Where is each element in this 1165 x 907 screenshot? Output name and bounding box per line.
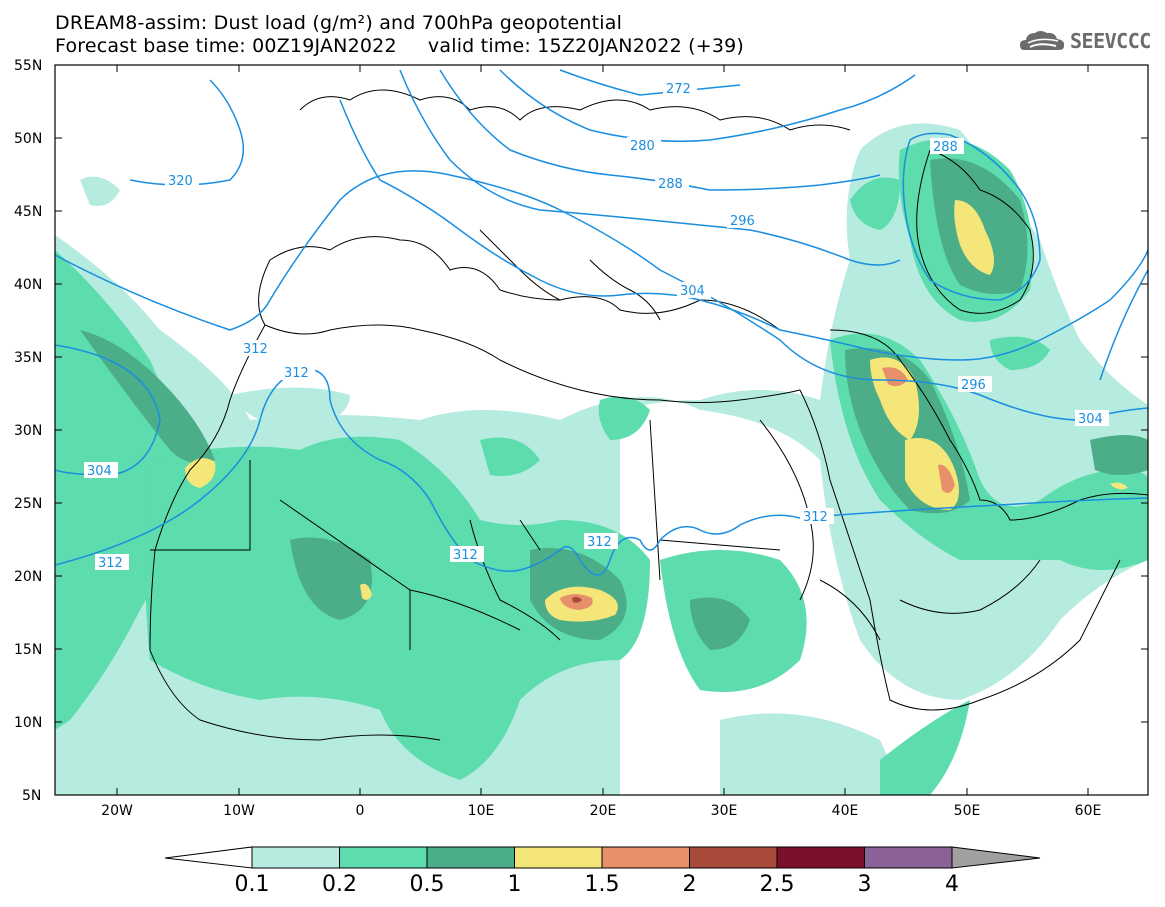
colorbar-labels: 0.1 0.2 0.5 1 1.5 2 2.5 3 4 bbox=[235, 872, 960, 897]
contour-label: 288 bbox=[933, 140, 958, 155]
lon-label: 20W bbox=[101, 803, 133, 819]
lat-label: 35N bbox=[14, 350, 42, 366]
contour-label: 280 bbox=[630, 139, 655, 154]
contour-label: 288 bbox=[658, 177, 683, 192]
contour-label: 312 bbox=[243, 342, 268, 357]
colorbar-tick: 1 bbox=[508, 872, 522, 897]
seevccc-cloud-icon bbox=[1020, 31, 1065, 50]
colorbar-swatch bbox=[426, 846, 515, 869]
latitude-axis: 55N 50N 45N 40N 35N 30N 25N 20N 15N 10N … bbox=[14, 58, 1148, 804]
lat-label: 15N bbox=[14, 642, 42, 658]
colorbar-swatch bbox=[689, 846, 778, 869]
contour-labels: 272 280 288 296 304 312 320 288 296 304 … bbox=[84, 80, 1109, 571]
contour-label: 312 bbox=[587, 535, 612, 550]
forecast-time-line: Forecast base time: 00Z19JAN2022 valid t… bbox=[55, 35, 745, 57]
colorbar-tick: 0.1 bbox=[235, 872, 270, 897]
dust-field bbox=[55, 123, 1148, 795]
colorbar-swatch bbox=[601, 846, 690, 869]
contour-label: 312 bbox=[98, 556, 123, 571]
colorbar-swatch bbox=[514, 846, 603, 869]
colorbar-under-arrow bbox=[164, 846, 253, 869]
contour-label: 304 bbox=[1078, 412, 1103, 427]
contour-label: 296 bbox=[961, 378, 986, 393]
lat-label: 30N bbox=[14, 423, 42, 439]
colorbar-tick: 2.5 bbox=[760, 872, 795, 897]
lon-label: 10E bbox=[468, 803, 495, 819]
colorbar-tick: 1.5 bbox=[585, 872, 620, 897]
lat-label: 45N bbox=[14, 204, 42, 220]
lon-label: 0 bbox=[356, 803, 365, 819]
contour-label: 304 bbox=[87, 464, 112, 479]
contour-label: 312 bbox=[453, 548, 478, 563]
lon-label: 10W bbox=[223, 803, 255, 819]
colorbar-swatch bbox=[776, 846, 865, 869]
colorbar-tick: 0.5 bbox=[410, 872, 445, 897]
contour-label: 320 bbox=[168, 174, 193, 189]
contour-label: 304 bbox=[680, 284, 705, 299]
lon-label: 30E bbox=[711, 803, 738, 819]
lat-label: 50N bbox=[14, 131, 42, 147]
colorbar-tick: 3 bbox=[858, 872, 872, 897]
colorbar-swatch bbox=[864, 846, 953, 869]
lat-label: 5N bbox=[22, 788, 41, 804]
colorbar-swatch bbox=[251, 846, 340, 869]
longitude-axis: 20W 10W 0 10E 20E 30E 40E 50E 60E bbox=[101, 65, 1101, 819]
lat-label: 25N bbox=[14, 496, 42, 512]
colorbar-tick: 0.2 bbox=[322, 872, 357, 897]
lat-label: 55N bbox=[14, 58, 42, 74]
colorbar-tick: 2 bbox=[683, 872, 697, 897]
contour-label: 296 bbox=[730, 214, 755, 229]
colorbar-tick: 4 bbox=[945, 872, 959, 897]
lon-label: 50E bbox=[954, 803, 981, 819]
lat-label: 10N bbox=[14, 715, 42, 731]
contour-label: 312 bbox=[803, 510, 828, 525]
logo-text: SEEVCCC bbox=[1070, 29, 1151, 53]
lat-label: 40N bbox=[14, 277, 42, 293]
contour-label: 312 bbox=[284, 366, 309, 381]
lon-label: 60E bbox=[1075, 803, 1102, 819]
contour-label: 272 bbox=[666, 82, 691, 97]
lon-label: 20E bbox=[590, 803, 617, 819]
map-title: DREAM8-assim: Dust load (g/m²) and 700hP… bbox=[55, 12, 623, 34]
colorbar-swatch bbox=[339, 846, 428, 869]
lat-label: 20N bbox=[14, 569, 42, 585]
colorbar-over-arrow bbox=[951, 846, 1041, 869]
colorbar bbox=[164, 846, 1041, 869]
lon-label: 40E bbox=[832, 803, 859, 819]
